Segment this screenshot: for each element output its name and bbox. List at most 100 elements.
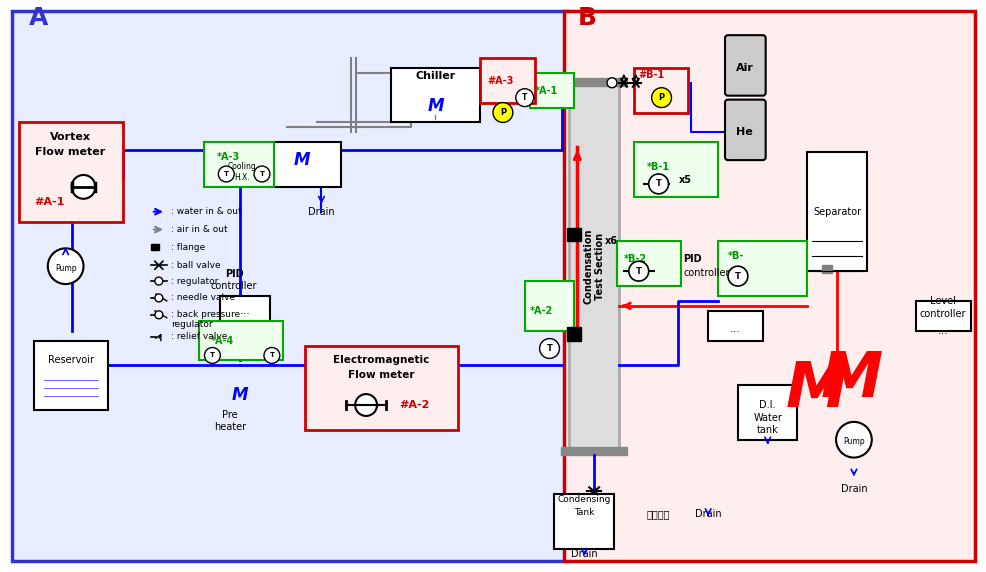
Text: B: B — [577, 6, 596, 30]
FancyBboxPatch shape — [738, 385, 797, 440]
FancyBboxPatch shape — [554, 494, 613, 549]
Circle shape — [651, 88, 670, 108]
Text: : air in & out: : air in & out — [171, 225, 227, 234]
Text: ...: ... — [240, 306, 250, 316]
Text: Flow meter: Flow meter — [347, 370, 414, 380]
Text: controller: controller — [211, 281, 257, 291]
Text: T: T — [210, 352, 215, 359]
FancyBboxPatch shape — [718, 241, 807, 296]
Text: *A-1: *A-1 — [534, 86, 557, 96]
Text: : flange: : flange — [171, 243, 205, 252]
FancyBboxPatch shape — [34, 340, 108, 410]
FancyBboxPatch shape — [479, 58, 534, 102]
Text: T: T — [635, 267, 641, 276]
Text: T: T — [546, 344, 552, 353]
Circle shape — [72, 175, 96, 199]
Text: He: He — [736, 128, 752, 137]
Text: T: T — [522, 93, 527, 102]
Circle shape — [218, 166, 234, 182]
Circle shape — [728, 266, 747, 286]
Text: Level: Level — [929, 296, 955, 306]
Text: : needle valve: : needle valve — [171, 293, 235, 303]
Text: #B-1: #B-1 — [638, 70, 665, 80]
Text: Condensation
Test Section: Condensation Test Section — [583, 228, 604, 304]
FancyBboxPatch shape — [220, 296, 269, 321]
Text: Drain: Drain — [308, 206, 334, 217]
Text: PID: PID — [225, 269, 244, 279]
Text: P: P — [658, 93, 664, 102]
FancyBboxPatch shape — [707, 311, 762, 340]
Circle shape — [204, 348, 220, 363]
Text: Electromagnetic: Electromagnetic — [332, 355, 429, 366]
Text: tank: tank — [756, 425, 778, 435]
Bar — [151, 244, 159, 251]
Text: D.I.: D.I. — [758, 400, 775, 410]
Text: Tank: Tank — [574, 507, 594, 517]
Circle shape — [155, 294, 163, 302]
Text: heater: heater — [214, 422, 246, 432]
Circle shape — [155, 311, 163, 319]
Text: ...: ... — [937, 325, 948, 336]
Text: #A-2: #A-2 — [398, 400, 429, 410]
Text: T: T — [224, 171, 229, 177]
Text: Separator: Separator — [812, 206, 860, 217]
Text: Chiller: Chiller — [415, 71, 456, 81]
Text: Pump: Pump — [55, 264, 76, 273]
Text: *B-1: *B-1 — [646, 162, 669, 172]
Text: Flow meter: Flow meter — [35, 147, 106, 157]
Text: Air: Air — [736, 63, 753, 73]
FancyBboxPatch shape — [525, 281, 574, 331]
Text: controller: controller — [919, 309, 965, 319]
Text: : water in & out: : water in & out — [171, 207, 242, 216]
Text: T: T — [655, 180, 661, 188]
Text: M: M — [785, 360, 848, 420]
Circle shape — [47, 248, 84, 284]
FancyBboxPatch shape — [266, 142, 341, 187]
Text: M: M — [427, 97, 444, 114]
Circle shape — [253, 166, 269, 182]
Text: Drain: Drain — [694, 509, 721, 519]
FancyBboxPatch shape — [807, 152, 866, 271]
FancyBboxPatch shape — [616, 241, 680, 286]
FancyBboxPatch shape — [725, 100, 765, 160]
Text: *A-2: *A-2 — [529, 306, 552, 316]
Text: P: P — [499, 108, 506, 117]
Bar — [561, 447, 626, 455]
Text: : regulator: : regulator — [171, 277, 218, 285]
FancyBboxPatch shape — [529, 73, 574, 108]
Text: M: M — [293, 151, 310, 169]
FancyBboxPatch shape — [198, 321, 283, 360]
Text: 스팀트랩: 스팀트랩 — [646, 509, 669, 519]
FancyBboxPatch shape — [633, 68, 687, 113]
Circle shape — [539, 339, 559, 359]
Text: Drain: Drain — [840, 484, 867, 494]
FancyBboxPatch shape — [564, 11, 974, 561]
FancyBboxPatch shape — [633, 142, 718, 197]
Text: : back pressure: : back pressure — [171, 310, 240, 319]
Text: Cooling
H.X.: Cooling H.X. — [228, 162, 256, 182]
Circle shape — [492, 102, 513, 122]
FancyBboxPatch shape — [915, 301, 970, 331]
Text: Water: Water — [752, 413, 781, 423]
Text: x5: x5 — [677, 175, 691, 185]
Text: controller: controller — [682, 268, 729, 278]
Text: regulator: regulator — [171, 320, 212, 329]
Bar — [561, 78, 626, 86]
Text: #A-1: #A-1 — [34, 197, 64, 206]
Text: T: T — [259, 171, 264, 177]
Circle shape — [263, 348, 280, 363]
Text: *A-4: *A-4 — [210, 336, 234, 345]
FancyBboxPatch shape — [725, 35, 765, 96]
FancyBboxPatch shape — [19, 122, 123, 221]
Text: T: T — [735, 272, 740, 281]
Bar — [567, 327, 581, 340]
Text: Reservoir: Reservoir — [47, 355, 94, 366]
Circle shape — [835, 422, 871, 458]
Text: Condensing: Condensing — [557, 495, 610, 504]
FancyBboxPatch shape — [569, 83, 618, 450]
Circle shape — [628, 261, 648, 281]
Text: #A-3: #A-3 — [486, 76, 513, 86]
FancyBboxPatch shape — [305, 345, 458, 430]
Text: : relief valve: : relief valve — [171, 332, 227, 341]
FancyBboxPatch shape — [204, 142, 273, 187]
